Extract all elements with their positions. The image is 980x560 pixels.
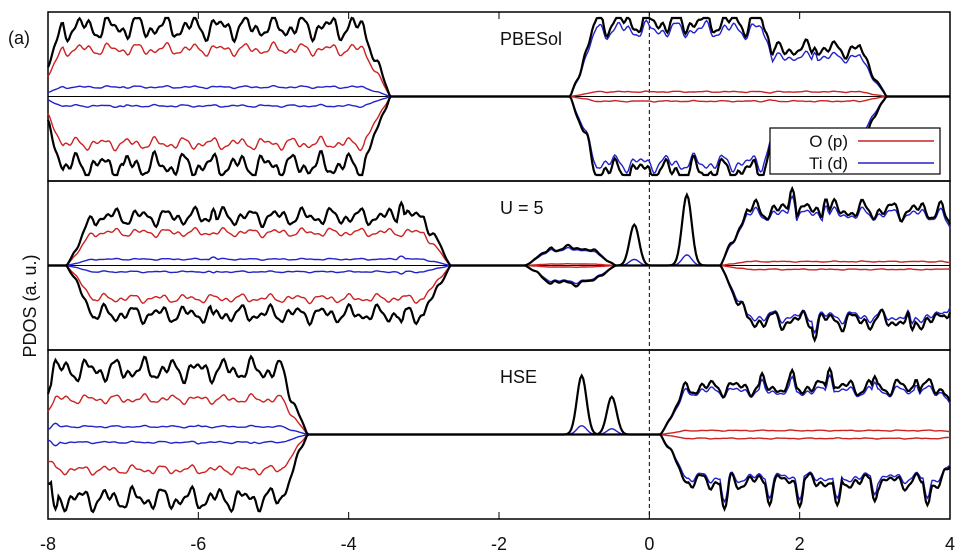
legend-label: O (p) — [809, 132, 848, 151]
series-tid-up — [48, 194, 951, 267]
series-tid-down — [48, 264, 951, 335]
x-tick-label: 2 — [795, 534, 805, 554]
series-op-down — [47, 433, 951, 476]
x-tick-label: 0 — [644, 534, 654, 554]
x-tick-label: 4 — [945, 534, 955, 554]
series-total-up — [46, 354, 951, 436]
series-total-down — [48, 264, 952, 343]
panel-label: (a) — [8, 28, 30, 48]
x-tick-label: -8 — [40, 534, 56, 554]
x-tick-label: -6 — [190, 534, 206, 554]
x-tick-label: -4 — [341, 534, 357, 554]
x-tick-label: -2 — [491, 534, 507, 554]
panel-1: U = 5 — [47, 180, 952, 351]
series-tid-down — [47, 433, 951, 504]
series-tid-up — [47, 19, 950, 98]
panel-title: PBESol — [500, 29, 562, 49]
legend-label: Ti (d) — [809, 154, 848, 173]
panel-2: HSE — [46, 349, 951, 520]
series-op-up — [47, 40, 950, 98]
series-total-down — [47, 433, 951, 514]
y-axis-label: PDOS (a. u.) — [20, 254, 40, 357]
legend-box — [769, 127, 941, 175]
panel-title: HSE — [500, 367, 537, 387]
series-total-up — [46, 16, 950, 98]
panel-title: U = 5 — [500, 198, 544, 218]
series-total-up — [48, 185, 952, 267]
